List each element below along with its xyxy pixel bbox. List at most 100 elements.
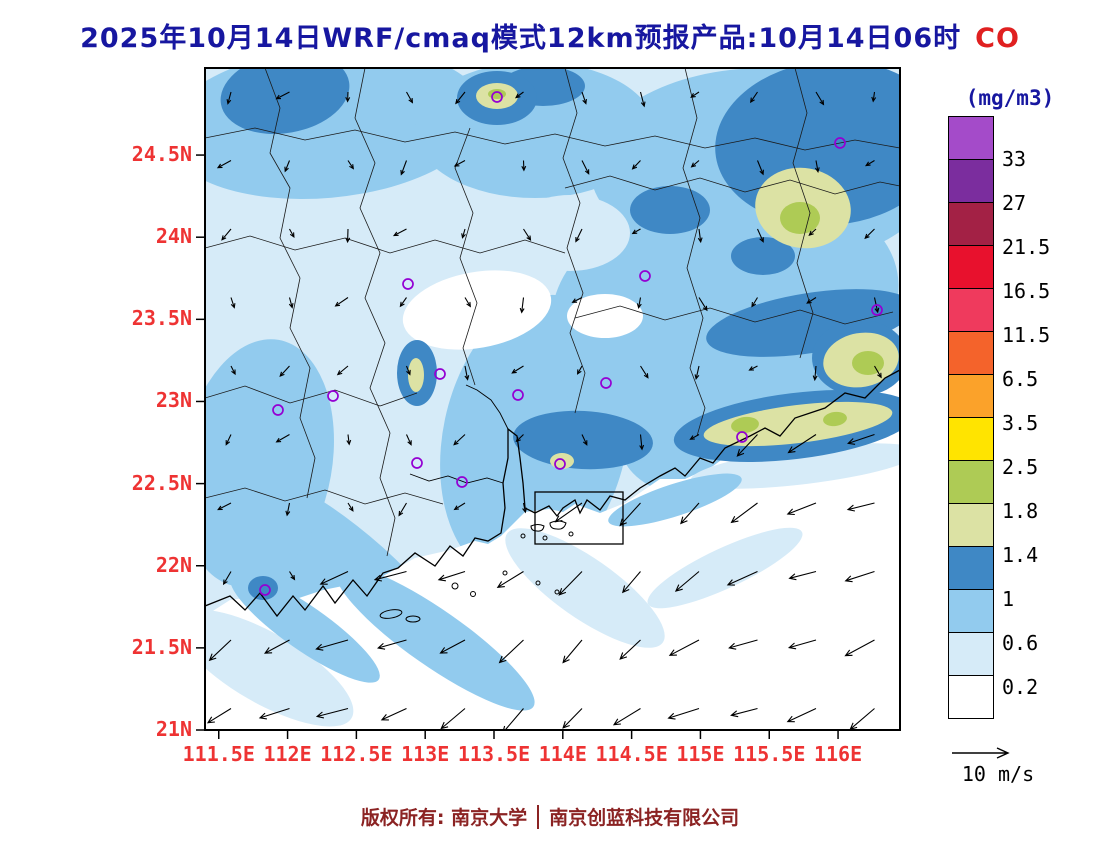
wind-arrow (694, 365, 700, 381)
wind-arrow (230, 365, 236, 376)
contour-region (230, 573, 380, 683)
colorbar-segment (948, 675, 994, 719)
contour-region (731, 237, 795, 275)
coastline (205, 369, 900, 618)
county-borders (205, 68, 900, 557)
contour-region (505, 528, 665, 648)
colorbar-segment (948, 460, 994, 504)
contour-region (630, 186, 710, 234)
lat-axis-label: 24.5N (131, 142, 192, 167)
wind-arrow (756, 228, 764, 243)
wind-arrow (554, 502, 583, 523)
wind-arrow (406, 91, 414, 104)
wind-arrow (571, 297, 583, 303)
lon-axis-label: 116E (813, 742, 863, 766)
focus-domain-box (534, 491, 624, 545)
wind-arrow (581, 91, 587, 105)
wind-arrow (730, 707, 758, 718)
wind-vector-field (206, 91, 882, 730)
wind-arrow (461, 228, 466, 239)
wind-arrow (788, 570, 817, 581)
wind-reference-label: 10 m/s (961, 762, 1035, 786)
wind-arrow (612, 708, 641, 726)
wind-arrow (263, 639, 290, 654)
wind-arrow (289, 228, 295, 239)
wind-arrow (730, 502, 758, 524)
wind-arrow (453, 502, 466, 511)
wind-arrow (815, 91, 825, 106)
lon-axis-label: 113E (401, 742, 450, 766)
wind-arrow (206, 708, 232, 724)
wind-arrow (399, 297, 407, 308)
station-marker (554, 458, 566, 470)
wind-arrow (405, 365, 411, 376)
contour-region (335, 565, 535, 711)
wind-arrow (864, 160, 875, 167)
wind-arrow (668, 639, 700, 656)
contour-region (220, 68, 350, 134)
colorbar-segment (948, 417, 994, 461)
colorbar-tick-label: 1 (1002, 587, 1015, 611)
wind-arrow (319, 571, 349, 585)
wind-arrow (726, 570, 758, 586)
wind-arrow (575, 228, 583, 243)
colorbar-segment (948, 331, 994, 375)
lat-axis-label: 22N (155, 552, 192, 577)
wind-arrow (225, 434, 232, 446)
wind-arrow (521, 160, 527, 172)
wind-arrow (279, 365, 290, 378)
wind-arrow (275, 91, 290, 100)
wind-arrow (398, 502, 407, 517)
wind-arrow (345, 228, 351, 244)
colorbar-tick-label: 16.5 (1002, 279, 1051, 303)
wind-arrow (346, 434, 352, 446)
page-title-main: 2025年10月14日WRF/cmaq模式12km预报产品:10月14日06时 (80, 23, 962, 54)
wind-arrow (289, 571, 296, 581)
species-label: CO (975, 23, 1020, 54)
colorbar-units-label: (mg/m3) (965, 86, 1055, 110)
wind-arrow (380, 708, 407, 721)
contour-region (647, 527, 803, 609)
wind-arrow (222, 571, 232, 586)
wind-arrow (640, 365, 649, 379)
wind-arrow (619, 502, 641, 527)
wind-arrow (787, 434, 817, 454)
wind-arrow (639, 91, 646, 108)
colorbar-segment (948, 159, 994, 203)
map-frame (204, 67, 901, 731)
contour-region (513, 410, 653, 470)
wind-arrow (437, 570, 466, 582)
wind-arrow (347, 160, 354, 170)
wind-arrow (690, 91, 700, 98)
wind-arrow (519, 297, 525, 314)
contour-region (567, 294, 643, 338)
wind-arrow (697, 228, 703, 244)
wind-arrow (728, 639, 758, 650)
wind-arrow (631, 160, 641, 170)
contour-region (731, 416, 759, 434)
wind-arrow (806, 297, 817, 304)
colorbar-tick-label: 6.5 (1002, 367, 1039, 391)
wind-arrow (464, 365, 470, 381)
wind-arrow (639, 434, 645, 451)
colorbar-segment (948, 245, 994, 289)
wind-arrow (558, 571, 583, 596)
colorbar-segment (948, 503, 994, 547)
wind-arrow (230, 297, 236, 309)
colorbar-tick-label: 27 (1002, 191, 1027, 215)
lon-axis-label: 115.5E (733, 742, 806, 766)
wind-arrow (562, 708, 583, 729)
copyright-line: 版权所有: 南京大学 南京创蓝科技有限公司 (0, 803, 1100, 830)
station-marker (272, 404, 284, 416)
wind-arrow (631, 228, 641, 235)
wind-arrow (226, 91, 232, 105)
wind-arrow (581, 160, 590, 175)
wind-arrow (814, 160, 820, 173)
wind-arrow (284, 160, 291, 173)
colorbar-segment (948, 116, 994, 160)
station-marker (259, 584, 271, 596)
wind-arrow (347, 502, 354, 512)
wind-arrow (874, 365, 882, 379)
wind-arrow (680, 502, 700, 525)
wind-arrow (453, 434, 466, 446)
